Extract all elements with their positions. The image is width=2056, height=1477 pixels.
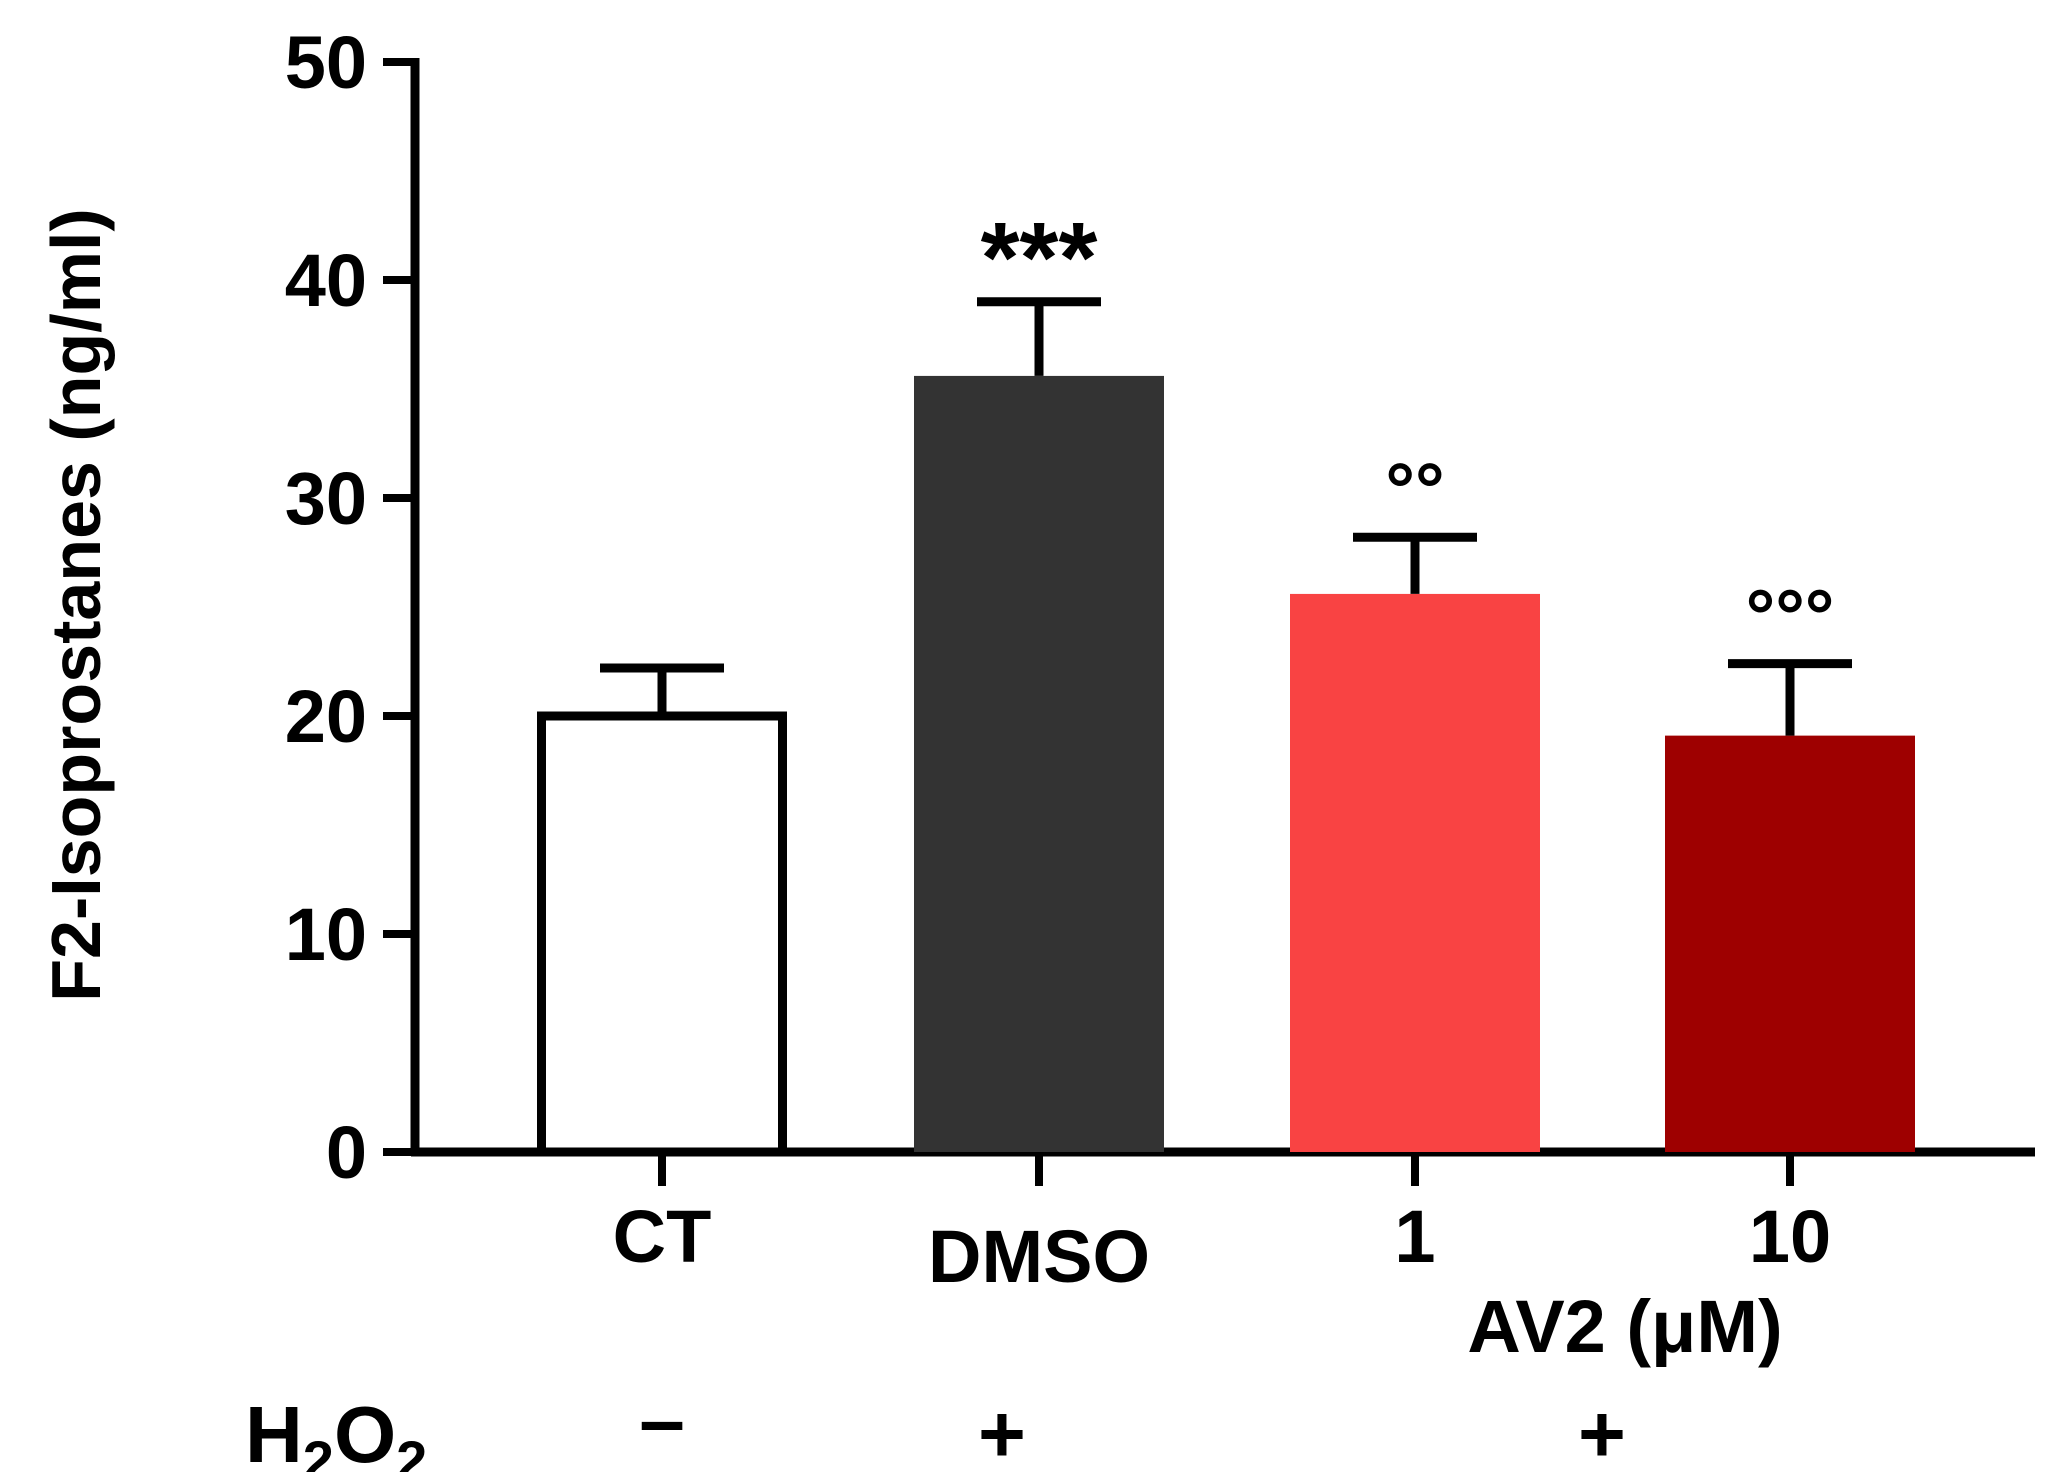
y-tick-label: 50 — [285, 21, 367, 104]
y-tick-label: 10 — [285, 893, 367, 976]
bar-10 — [1665, 735, 1915, 1152]
bar-dmso — [914, 375, 1164, 1152]
x-tick-label: CT — [613, 1195, 712, 1278]
y-tick-label: 0 — [326, 1111, 367, 1194]
h2o2-label: H2O2 — [245, 1390, 427, 1472]
significance-marks: ***°°°°° — [981, 202, 1835, 658]
h2o2-sub-1: 2 — [303, 1429, 334, 1472]
x-ticks — [658, 1152, 1794, 1186]
bar-1 — [1290, 593, 1540, 1152]
h2o2-sign-dmso: + — [978, 1389, 1026, 1472]
h2o2-sub-2: 2 — [396, 1429, 427, 1472]
y-axis-title: F2-Isoprostanes (ng/ml) — [37, 208, 115, 1001]
bar-ct — [537, 711, 787, 1157]
y-tick-label: 40 — [285, 239, 367, 322]
x-tick-label: 1 — [1394, 1195, 1435, 1278]
significance-mark: °° — [1385, 448, 1444, 531]
significance-mark: °°° — [1746, 575, 1835, 658]
y-tick-label: 30 — [285, 457, 367, 540]
bars — [537, 375, 1915, 1157]
h2o2-h: H — [245, 1390, 303, 1472]
x-tick-label: 10 — [1749, 1195, 1831, 1278]
significance-mark: *** — [981, 202, 1098, 314]
h2o2-sign-ct: – — [639, 1375, 685, 1466]
h2o2-sign-av2: + — [1578, 1389, 1626, 1472]
y-ticks: 0 10 20 30 40 50 — [285, 21, 415, 1194]
y-tick-label: 20 — [285, 675, 367, 758]
av2-group-label: AV2 (μM) — [1467, 1285, 1782, 1368]
h2o2-treatment-row: H2O2 – + + — [245, 1375, 1626, 1477]
category-labels: CT DMSO 1 10 — [613, 1195, 1831, 1298]
error-bars — [600, 297, 1852, 736]
h2o2-o: O — [334, 1390, 396, 1472]
x-tick-label: DMSO — [928, 1215, 1150, 1298]
